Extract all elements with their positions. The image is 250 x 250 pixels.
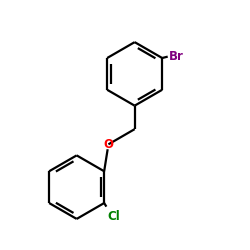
Text: Br: Br <box>169 50 184 63</box>
Text: Cl: Cl <box>107 210 120 223</box>
Text: O: O <box>104 138 114 151</box>
